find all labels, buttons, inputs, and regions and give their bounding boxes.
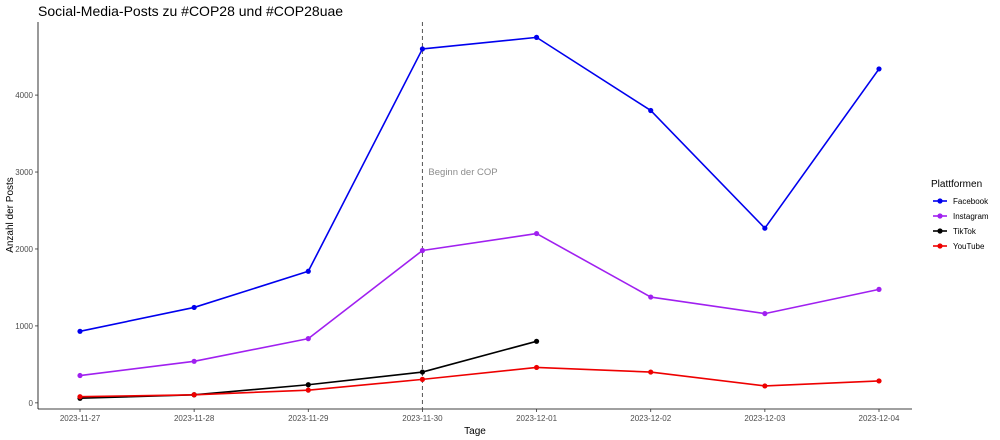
data-point-instagram	[762, 310, 768, 317]
y-tick-label: 4000	[15, 91, 33, 100]
x-tick-label: 2023-12-03	[744, 414, 785, 423]
data-point-youtube	[762, 383, 768, 389]
y-tick-label: 2000	[15, 245, 33, 254]
x-tick-label: 2023-12-04	[859, 414, 900, 423]
data-point-instagram	[419, 247, 426, 254]
series-points	[77, 34, 882, 401]
legend-marker-tiktok	[937, 228, 943, 234]
data-point-facebook	[77, 328, 83, 334]
series-line-instagram	[79, 232, 880, 377]
data-point-instagram	[648, 294, 654, 300]
data-point-youtube	[533, 364, 540, 371]
y-tick-label: 0	[29, 399, 34, 408]
x-tick-label: 2023-11-27	[60, 414, 101, 423]
data-point-tiktok	[533, 338, 540, 344]
series-line-facebook	[79, 36, 880, 333]
x-tick-label: 2023-12-02	[630, 414, 671, 423]
data-point-youtube	[305, 387, 311, 393]
data-point-instagram	[191, 358, 197, 364]
x-tick-label: 2023-11-28	[174, 414, 215, 423]
data-point-instagram	[533, 230, 540, 237]
data-point-facebook	[876, 66, 882, 72]
legend-title: Plattformen	[931, 179, 982, 190]
legend-marker-instagram	[937, 213, 943, 219]
legend-label-youtube: YouTube	[953, 242, 985, 251]
series-lines	[79, 36, 880, 400]
axes	[37, 22, 912, 410]
x-tick-label: 2023-11-29	[288, 414, 329, 423]
legend-marker-youtube	[937, 243, 943, 249]
x-axis-title: Tage	[464, 426, 486, 437]
cop-start-annotation: Beginn der COP	[428, 167, 497, 178]
data-point-youtube	[876, 378, 882, 384]
y-tick-label: 1000	[15, 322, 33, 331]
data-point-instagram	[876, 286, 882, 292]
legend-label-facebook: Facebook	[953, 197, 989, 206]
data-point-facebook	[648, 107, 654, 114]
data-point-youtube	[77, 394, 83, 400]
data-point-youtube	[648, 369, 654, 375]
data-point-facebook	[191, 304, 197, 311]
chart-title: Social-Media-Posts zu #COP28 und #COP28u…	[38, 3, 343, 19]
y-ticks: 0 1000 2000 3000 4000	[15, 91, 38, 408]
data-point-youtube	[191, 392, 197, 398]
data-point-youtube	[419, 376, 426, 382]
data-point-tiktok	[305, 382, 311, 388]
x-tick-label: 2023-11-30	[402, 414, 443, 423]
data-point-tiktok	[419, 369, 426, 375]
legend-label-instagram: Instagram	[953, 212, 989, 221]
legend: Plattformen Facebook Instagram TikTok YouTu…	[931, 179, 989, 251]
series-line-youtube	[79, 366, 880, 398]
data-point-facebook	[533, 34, 540, 40]
y-axis-title: Anzahl der Posts	[5, 177, 16, 253]
data-point-instagram	[305, 336, 311, 342]
legend-label-tiktok: TikTok	[953, 227, 977, 236]
legend-marker-facebook	[937, 198, 943, 204]
x-ticks: 2023-11-27 2023-11-28 2023-11-29 2023-11-30…	[60, 409, 900, 423]
x-tick-label: 2023-12-01	[516, 414, 557, 423]
data-point-facebook	[305, 268, 311, 274]
data-point-instagram	[77, 372, 83, 379]
data-point-facebook	[762, 225, 768, 231]
data-point-facebook	[419, 46, 426, 52]
y-tick-label: 3000	[15, 168, 33, 177]
